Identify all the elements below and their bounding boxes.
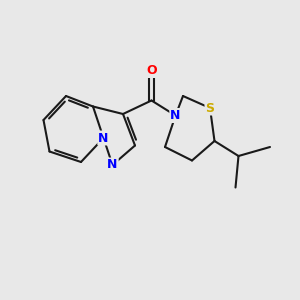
Text: N: N [170, 109, 181, 122]
Text: N: N [98, 131, 109, 145]
Text: O: O [146, 64, 157, 77]
Text: S: S [206, 101, 214, 115]
Text: N: N [107, 158, 118, 172]
